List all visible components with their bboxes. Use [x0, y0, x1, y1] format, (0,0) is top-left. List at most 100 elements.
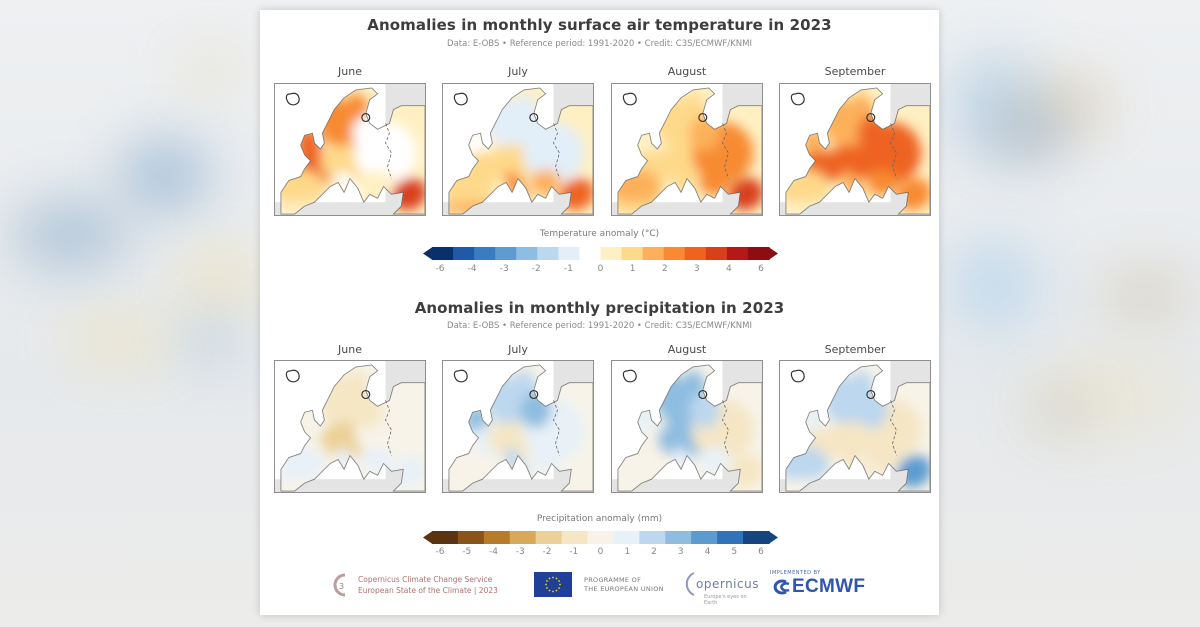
footer-logos: 3 Copernicus Climate Change Service Euro… [260, 566, 939, 606]
map-panel-july [442, 83, 594, 216]
map-coastline [785, 364, 930, 492]
colorbar-segment [558, 247, 581, 260]
eu-programme-text: PROGRAMME OF THE EUROPEAN UNION [584, 576, 664, 594]
colorbar-segment [691, 531, 718, 544]
temperature-colorbar-ticks: -6 -4 -3 -2 -1 0 1 2 3 4 6 [423, 264, 778, 276]
colorbar-tick-label: 3 [677, 547, 684, 557]
map-panel-september [779, 83, 931, 216]
colorbar-segment [684, 247, 707, 260]
map-panel-september [779, 360, 931, 493]
colorbar-segment [587, 531, 615, 544]
colorbar-tick-label: 0 [597, 264, 604, 274]
figure-card: Anomalies in monthly surface air tempera… [260, 10, 939, 615]
eu-line1: PROGRAMME OF [584, 576, 642, 584]
colorbar-tick-label: -1 [569, 547, 579, 557]
temperature-title: Anomalies in monthly surface air tempera… [367, 16, 832, 34]
colorbar-segment [747, 247, 770, 260]
colorbar-extend-low [423, 247, 433, 260]
colorbar-segment [495, 247, 517, 260]
eu-star-icon [552, 576, 554, 579]
map-panel-june [274, 83, 426, 216]
colorbar-tick-label: 0 [597, 547, 604, 557]
colorbar-tick-label: 6 [758, 264, 764, 274]
colorbar-tick-label: -3 [515, 547, 525, 557]
map-coastline [280, 87, 425, 215]
map-border-line [722, 400, 729, 456]
c3s-emblem-icon: 3 [333, 573, 346, 597]
colorbar-tick-label: -4 [467, 264, 477, 274]
eu-star-icon [555, 589, 558, 592]
map-coastline [280, 364, 425, 492]
colorbar-segment [483, 531, 511, 544]
map-lake [361, 112, 371, 123]
map-lake [698, 389, 708, 400]
temperature-subtitle: Data: E-OBS • Reference period: 1991-202… [447, 39, 752, 49]
panel-label-september: September [824, 65, 886, 78]
precipitation-title: Anomalies in monthly precipitation in 20… [414, 299, 785, 317]
colorbar-segment [743, 531, 770, 544]
map-iceland [790, 92, 805, 106]
ecmwf-implemented-by: IMPLEMENTED BY [770, 570, 821, 576]
colorbar-segment [516, 247, 538, 260]
colorbar-tick-label: -2 [531, 264, 541, 274]
colorbar-segment [579, 247, 602, 260]
colorbar-segment [432, 247, 454, 260]
colorbar-tick-label: 1 [629, 264, 636, 274]
map-border-line [890, 123, 897, 179]
eu-star-icon [546, 587, 548, 589]
ecmwf-emblem-icon [773, 579, 790, 595]
colorbar-segment [432, 531, 459, 544]
c3s-line2: European State of the Climate | 2023 [358, 586, 498, 595]
eu-star-icon [548, 589, 551, 592]
colorbar-tick-label: -4 [489, 547, 498, 557]
colorbar-segment [474, 247, 496, 260]
map-lake [529, 112, 539, 123]
map-lake [361, 389, 371, 400]
colorbar-segment [457, 531, 485, 544]
panel-label-june: June [338, 65, 362, 78]
colorbar-segment [613, 531, 640, 544]
colorbar-tick-label: 6 [758, 547, 764, 557]
map-border-line [722, 123, 729, 179]
eu-line2: THE EUROPEAN UNION [584, 585, 664, 593]
colorbar-segment [665, 531, 692, 544]
colorbar-extend-high [768, 531, 778, 544]
temperature-colorbar [423, 247, 778, 260]
colorbar-segment [535, 531, 563, 544]
precipitation-colorbar-label: Precipitation anomaly (mm) [536, 514, 663, 524]
map-iceland [285, 369, 300, 383]
eu-star-icon [545, 583, 547, 586]
colorbar-tick-label: -2 [542, 547, 552, 557]
map-lake [866, 112, 876, 123]
map-coastline [448, 87, 593, 215]
map-panel-june [274, 360, 426, 493]
colorbar-tick-label: -1 [563, 264, 573, 274]
colorbar-extend-low [423, 531, 433, 544]
colorbar-tick-label: -5 [462, 547, 472, 557]
map-lake [698, 112, 708, 123]
colorbar-extend-high [768, 247, 778, 260]
colorbar-segment [509, 531, 537, 544]
panel-label-august: August [667, 343, 707, 356]
map-iceland [622, 92, 637, 106]
colorbar-segment [642, 247, 665, 260]
colorbar-segment [663, 247, 686, 260]
eu-star-icon [548, 577, 551, 580]
colorbar-segment [726, 247, 749, 260]
colorbar-segment [639, 531, 666, 544]
map-iceland [622, 369, 637, 383]
colorbar-tick-label: 3 [693, 264, 700, 274]
map-coastline [448, 364, 593, 492]
colorbar-segment [717, 531, 744, 544]
eu-star-icon [555, 577, 558, 580]
ecmwf-word: ECMWF [792, 576, 866, 597]
precipitation-colorbar-ticks: -6 -5 -4 -3 -2 -1 0 1 2 3 4 5 6 [423, 547, 778, 559]
map-coastline [617, 364, 762, 492]
colorbar-tick-label: -6 [435, 547, 445, 557]
map-border-line [385, 123, 392, 179]
colorbar-segment [561, 531, 589, 544]
eu-star-icon [546, 580, 548, 582]
map-iceland [453, 369, 468, 383]
panel-label-august: August [667, 65, 707, 78]
colorbar-segment [453, 247, 475, 260]
